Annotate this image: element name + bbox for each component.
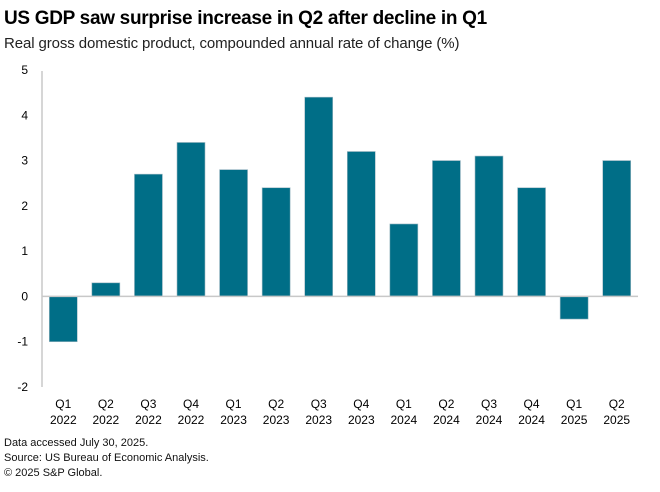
x-tick-label-quarter: Q2: [609, 397, 625, 411]
x-tick-label-quarter: Q2: [98, 397, 114, 411]
bar-q3-2022: [134, 173, 163, 297]
bar-q4-2022: [176, 142, 206, 297]
bar-q2-2024: [432, 160, 461, 297]
x-tick-label-year: 2024: [518, 413, 545, 427]
x-tick-label-year: 2023: [348, 413, 375, 427]
y-tick-label: 0: [21, 289, 28, 303]
y-tick-label: 3: [21, 154, 28, 168]
footer-copyright: © 2025 S&P Global.: [4, 467, 103, 479]
x-tick-label-quarter: Q4: [353, 397, 369, 411]
bar-q4-2024: [517, 187, 546, 297]
bar-q1-2022: [48, 296, 78, 343]
y-tick-label: 5: [21, 63, 28, 77]
x-tick-label-quarter: Q4: [183, 397, 199, 411]
y-axis-ticks: 5 4 3 2 1 0 -1 -2: [17, 63, 28, 394]
x-tick-label-quarter: Q3: [140, 397, 156, 411]
x-tick-label-year: 2022: [135, 413, 162, 427]
x-tick-label-year: 2023: [305, 413, 332, 427]
x-tick-label-year: 2025: [603, 413, 630, 427]
x-tick-label-quarter: Q1: [566, 397, 582, 411]
bar-q2-2023: [261, 187, 291, 297]
x-tick-label-year: 2024: [476, 413, 503, 427]
bar-q2-2022: [91, 282, 121, 297]
footer-data-accessed: Data accessed July 30, 2025.: [4, 437, 149, 449]
footer-source: Source: US Bureau of Economic Analysis.: [4, 452, 209, 464]
bars: [48, 96, 632, 343]
y-tick-label: -2: [17, 380, 28, 394]
x-tick-label-year: 2024: [433, 413, 460, 427]
y-tick-label: -1: [17, 335, 28, 349]
x-tick-label-year: 2024: [391, 413, 418, 427]
x-tick-label-quarter: Q3: [311, 397, 327, 411]
bar-q1-2023: [219, 169, 248, 297]
x-tick-label-year: 2022: [93, 413, 120, 427]
chart-subtitle: Real gross domestic product, compounded …: [4, 35, 460, 52]
bar-q3-2023: [304, 96, 334, 297]
x-tick-label-quarter: Q4: [524, 397, 540, 411]
bar-q1-2024: [389, 223, 419, 297]
x-tick-label-quarter: Q1: [396, 397, 412, 411]
footer-notes: Data accessed July 30, 2025. Source: US …: [4, 436, 209, 481]
y-tick-label: 2: [21, 199, 28, 213]
y-tick-label: 1: [21, 244, 28, 258]
x-tick-label-quarter: Q3: [481, 397, 497, 411]
x-tick-label-quarter: Q2: [438, 397, 454, 411]
x-tick-label-year: 2023: [263, 413, 290, 427]
x-axis-ticks: Q1 2022 Q2 2022 Q3 2022 Q4 2022 Q1 2023 Q2 2023 Q3 20…: [50, 397, 630, 427]
x-tick-label-year: 2022: [50, 413, 77, 427]
x-tick-label-quarter: Q1: [55, 397, 71, 411]
bar-q4-2023: [346, 151, 376, 297]
x-tick-label-year: 2023: [220, 413, 247, 427]
x-tick-label-quarter: Q1: [226, 397, 242, 411]
bar-q2-2025: [602, 160, 632, 297]
x-tick-label-year: 2022: [178, 413, 205, 427]
x-tick-label-quarter: Q2: [268, 397, 284, 411]
x-tick-label-year: 2025: [561, 413, 588, 427]
bar-q1-2025: [559, 296, 589, 320]
bar-q3-2024: [474, 155, 504, 297]
chart-title: US GDP saw surprise increase in Q2 after…: [4, 8, 487, 29]
y-tick-label: 4: [21, 108, 28, 122]
bar-chart: 5 4 3 2 1 0 -1 -2 Q1 2022 Q2 2022 Q3 2022 Q4 2022 Q1 202…: [17, 63, 638, 427]
